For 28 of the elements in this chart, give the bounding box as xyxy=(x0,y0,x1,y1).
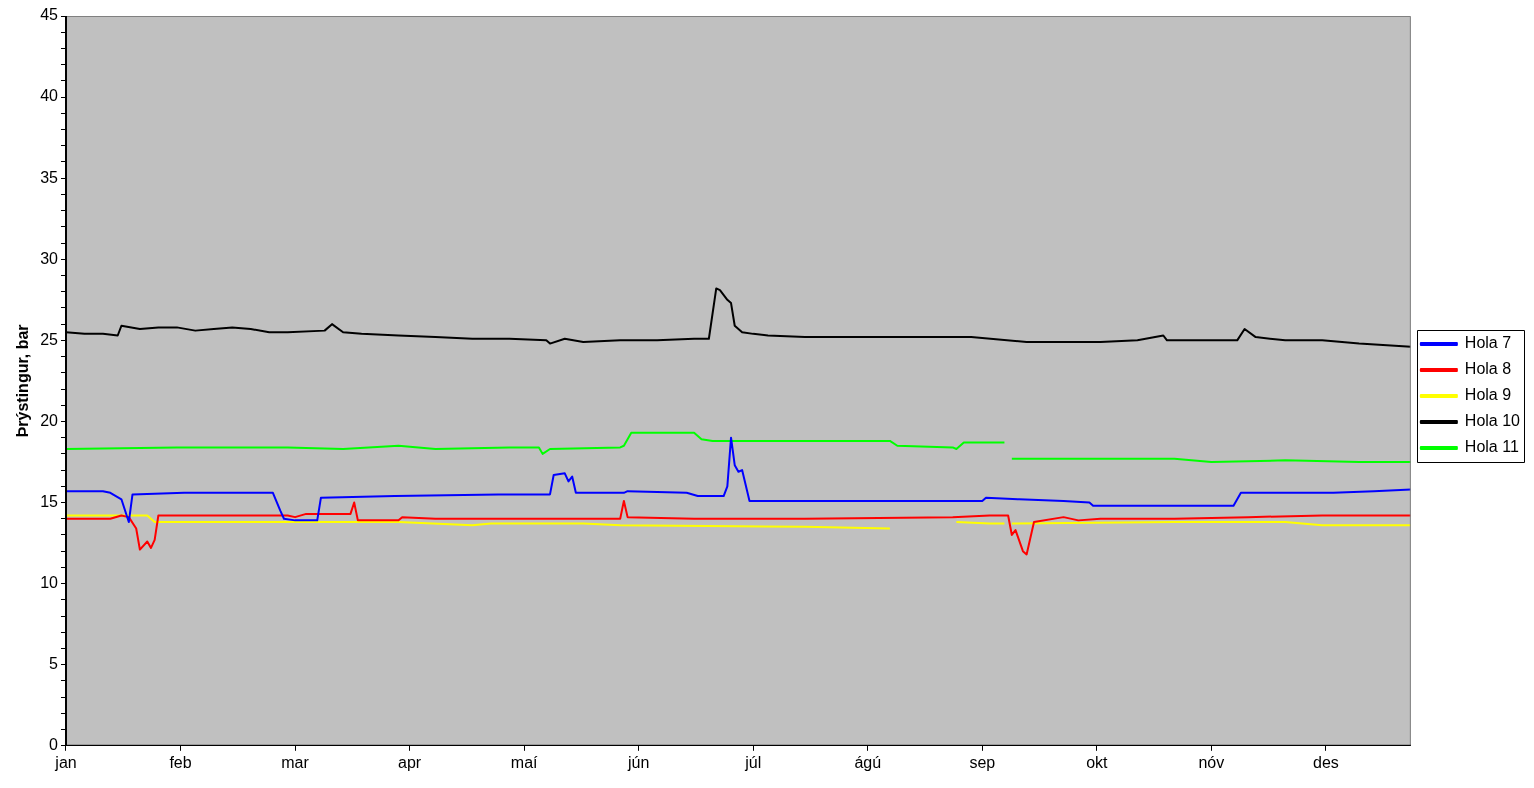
x-tick-label: apr xyxy=(398,753,422,771)
y-tick-label: 40 xyxy=(40,87,59,105)
y-axis-title: Þrýstingur, bar xyxy=(14,324,32,438)
y-tick-label: 30 xyxy=(40,249,59,267)
y-tick-label: 0 xyxy=(49,736,59,754)
y-tick-label: 45 xyxy=(40,6,59,24)
x-tick-label: jan xyxy=(54,753,77,771)
legend-label: Hola 7 xyxy=(1464,334,1512,352)
x-tick-label: okt xyxy=(1086,753,1109,771)
x-tick-label: feb xyxy=(169,753,192,771)
legend-label: Hola 10 xyxy=(1464,412,1521,430)
y-tick-label: 5 xyxy=(49,655,59,673)
x-tick-label: mar xyxy=(281,753,310,771)
legend-label: Hola 8 xyxy=(1464,360,1512,378)
x-tick-label: jún xyxy=(626,753,650,771)
y-tick-label: 20 xyxy=(40,411,59,429)
x-tick-label: júl xyxy=(744,753,762,771)
y-tick-label: 25 xyxy=(40,330,59,348)
x-tick-label: sep xyxy=(969,753,996,771)
x-tick-label: nóv xyxy=(1198,753,1225,771)
x-tick-label: des xyxy=(1312,753,1339,771)
y-tick-label: 10 xyxy=(40,574,59,592)
legend-label: Hola 9 xyxy=(1464,386,1512,404)
y-tick-label: 15 xyxy=(40,492,59,510)
y-tick-label: 35 xyxy=(40,168,59,186)
x-tick-label: ágú xyxy=(854,753,882,771)
x-tick-label: maí xyxy=(510,753,539,771)
legend-label: Hola 11 xyxy=(1464,438,1519,456)
